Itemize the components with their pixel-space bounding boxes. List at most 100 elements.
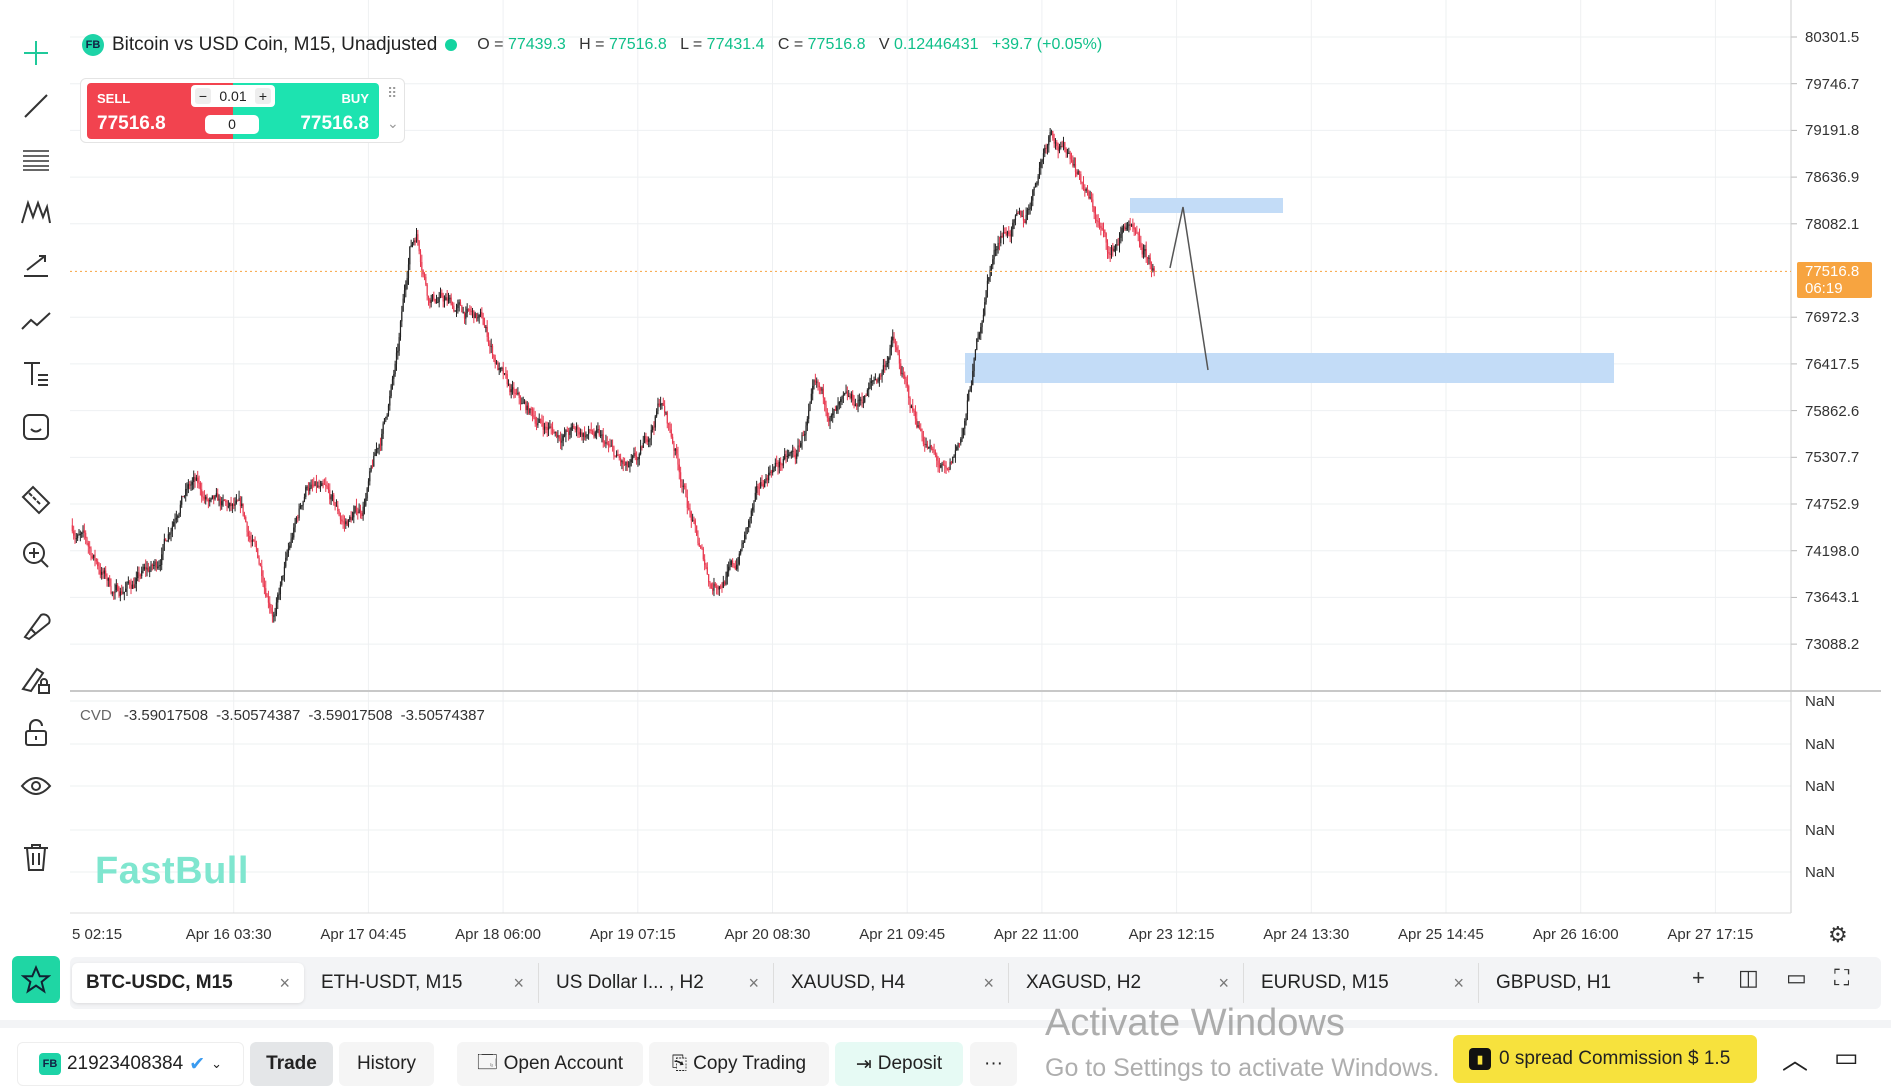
- candle-body: [214, 496, 216, 499]
- deposit-button[interactable]: ⇥ Deposit: [835, 1042, 963, 1086]
- candle-body: [712, 588, 714, 591]
- text-icon[interactable]: [14, 354, 58, 394]
- candle-body: [507, 384, 510, 386]
- candle-body: [370, 465, 372, 472]
- candle-body: [1044, 147, 1046, 154]
- candle-body: [438, 297, 440, 302]
- candle-body: [862, 402, 864, 404]
- chart-tab[interactable]: BTC-USDC, M15 ×: [72, 963, 304, 1003]
- candle-body: [752, 507, 754, 511]
- candle-body: [562, 435, 564, 441]
- favorites-star-button[interactable]: [12, 956, 60, 1003]
- draw-lock-icon[interactable]: [14, 660, 58, 700]
- close-tab-icon[interactable]: ×: [279, 972, 290, 993]
- lot-increase-button[interactable]: +: [255, 88, 271, 104]
- history-button[interactable]: History: [339, 1042, 434, 1086]
- drag-handle-icon[interactable]: ⠿: [387, 85, 398, 101]
- candle-body: [277, 594, 279, 603]
- open-account-button[interactable]: 🗔 Open Account: [457, 1042, 643, 1086]
- candle-body: [319, 485, 322, 488]
- single-window-icon[interactable]: ▭: [1786, 965, 1807, 990]
- close-tab-icon[interactable]: ×: [748, 972, 759, 993]
- candle-body: [285, 557, 287, 567]
- more-button[interactable]: ···: [970, 1042, 1017, 1086]
- fib-icon[interactable]: [14, 245, 58, 285]
- candle-body: [1153, 268, 1155, 272]
- chart-tab[interactable]: US Dollar I... , H2 ×: [542, 963, 774, 1003]
- path-icon[interactable]: [14, 300, 58, 340]
- chart-settings-gear-icon[interactable]: ⚙: [1828, 922, 1848, 947]
- candle-body: [122, 593, 124, 595]
- ruler-icon[interactable]: [14, 480, 58, 520]
- chart-tab[interactable]: GBPUSD, H1: [1482, 963, 1714, 1003]
- trade-button[interactable]: Trade: [250, 1042, 333, 1086]
- candle-body: [1124, 226, 1126, 230]
- price-tick-label: 73643.1: [1805, 589, 1860, 607]
- horizontal-lines-icon[interactable]: [14, 139, 58, 179]
- chevron-down-icon[interactable]: ⌄: [387, 115, 399, 131]
- candle-body: [490, 345, 492, 347]
- close-tab-icon[interactable]: ×: [1218, 972, 1229, 993]
- candle-body: [885, 363, 887, 368]
- candle-body: [521, 402, 523, 404]
- candle-body: [734, 566, 736, 570]
- magnet-icon[interactable]: [14, 606, 58, 646]
- candle-body: [403, 290, 406, 299]
- lock-icon[interactable]: [14, 713, 58, 753]
- chevron-up-icon[interactable]: ︿: [1782, 1045, 1809, 1075]
- candle-body: [147, 567, 149, 572]
- candle-body: [582, 433, 584, 437]
- zoom-in-icon[interactable]: [14, 535, 58, 575]
- candle-body: [197, 477, 199, 483]
- promo-banner[interactable]: ▮ 0 spread Commission $ 1.5: [1453, 1035, 1757, 1083]
- candle-body: [173, 521, 175, 527]
- symbol-title[interactable]: Bitcoin vs USD Coin, M15, Unadjusted: [112, 34, 438, 55]
- candle-body: [754, 492, 756, 501]
- chart-tab[interactable]: XAGUSD, H2 ×: [1012, 963, 1244, 1003]
- candle-body: [1008, 231, 1010, 235]
- panel-toggle-icon[interactable]: ▭: [1834, 1042, 1859, 1072]
- eye-icon[interactable]: [14, 766, 58, 806]
- fullscreen-icon[interactable]: ⛶: [1834, 965, 1850, 990]
- crosshair-icon[interactable]: [14, 33, 58, 73]
- emoji-icon[interactable]: [14, 407, 58, 447]
- candle-body: [577, 426, 579, 432]
- candle-body: [181, 496, 183, 505]
- price-chart[interactable]: [70, 0, 1881, 953]
- candle-body: [725, 577, 727, 585]
- candle-body: [632, 455, 634, 460]
- lot-value[interactable]: 0.01: [219, 88, 247, 104]
- candle-body: [609, 445, 611, 447]
- chart-tab[interactable]: XAUUSD, H4 ×: [777, 963, 1009, 1003]
- candle-body: [738, 553, 740, 565]
- candle-body: [549, 426, 551, 428]
- candle-body: [339, 515, 342, 520]
- candle-body: [506, 374, 508, 385]
- candle-body: [463, 311, 466, 319]
- candle-body: [183, 495, 185, 497]
- close-tab-icon[interactable]: ×: [1453, 972, 1464, 993]
- pattern-icon[interactable]: [14, 192, 58, 232]
- lot-decrease-button[interactable]: −: [195, 88, 211, 104]
- chart-tab[interactable]: EURUSD, M15 ×: [1247, 963, 1479, 1003]
- lot-stepper[interactable]: − 0.01 +: [191, 85, 275, 107]
- trend-line-icon[interactable]: [14, 86, 58, 126]
- candle-body: [1000, 235, 1002, 244]
- candle-body: [1058, 147, 1061, 152]
- close-tab-icon[interactable]: ×: [513, 972, 524, 993]
- trash-icon[interactable]: [14, 837, 58, 877]
- candle-body: [1033, 186, 1035, 191]
- candle-body: [944, 465, 946, 467]
- account-selector[interactable]: FB 21923408384 ✔ ⌄: [17, 1042, 244, 1086]
- close-tab-icon[interactable]: ×: [983, 972, 994, 993]
- copy-trading-button[interactable]: ⎘ Copy Trading: [649, 1042, 829, 1086]
- chart-tab[interactable]: ETH-USDT, M15 ×: [307, 963, 539, 1003]
- candle-body: [902, 372, 905, 375]
- layout-icon[interactable]: ◫: [1738, 965, 1759, 990]
- add-tab-icon[interactable]: +: [1692, 965, 1705, 990]
- candle-body: [1005, 231, 1007, 236]
- candle-body: [761, 482, 763, 484]
- cvd-tick-label: NaN: [1805, 693, 1836, 710]
- cvd-indicator-legend[interactable]: CVD -3.59017508 -3.50574387 -3.59017508 -3.…: [80, 707, 485, 724]
- candle-body: [605, 442, 607, 444]
